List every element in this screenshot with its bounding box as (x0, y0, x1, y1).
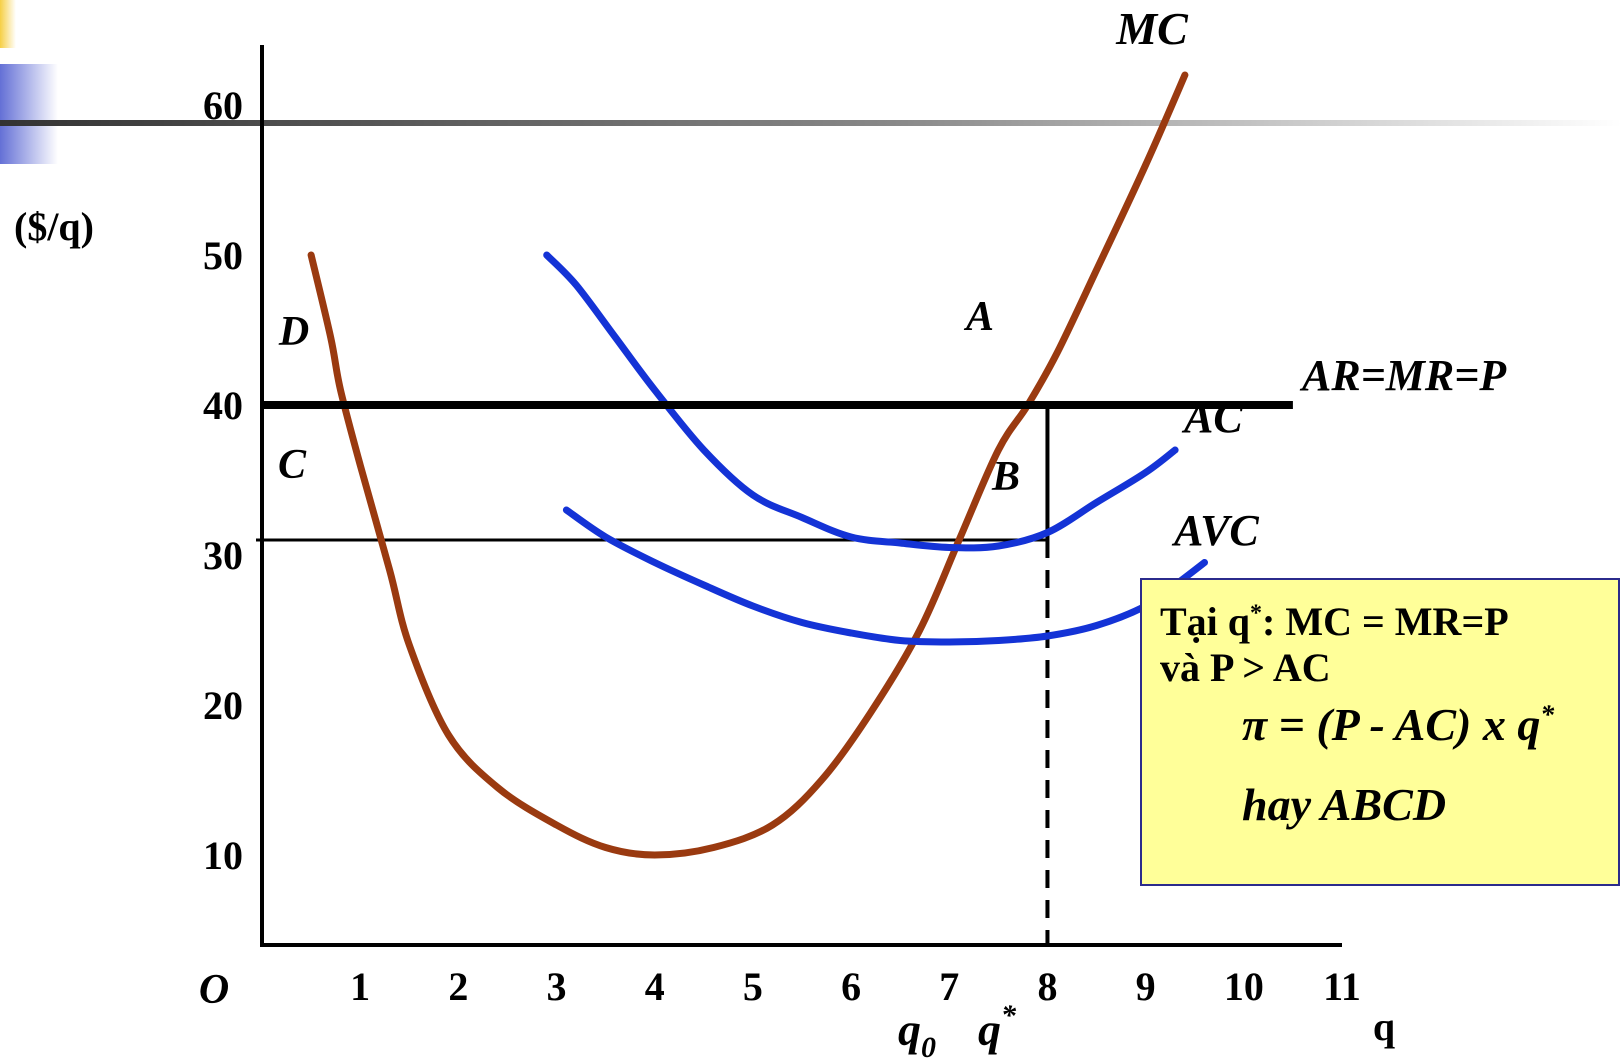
tick-labels: 10 20 30 40 50 60 1 2 3 4 5 6 7 8 9 10 11 O ($/q) q q0 q* (14, 83, 1395, 1060)
point-b-label: B (991, 454, 1020, 500)
mc-curve (307, 71, 1189, 859)
ac-label: AC (1181, 393, 1243, 442)
x-tick-label: 9 (1136, 964, 1156, 1009)
header-block-yellow (0, 0, 16, 48)
point-d-label: D (278, 309, 309, 355)
price-line-label: AR=MR=P (1299, 351, 1507, 400)
y-tick-label: 20 (203, 683, 243, 728)
x-tick-label: 2 (448, 964, 468, 1009)
point-c-label: C (278, 442, 307, 488)
condition-line-1: Tại q*: MC = MR=P (1160, 599, 1509, 644)
point-a-label: A (963, 294, 994, 340)
origin-label: O (199, 967, 229, 1013)
guide-lines (256, 405, 1050, 945)
y-tick-label: 10 (203, 833, 243, 878)
x-tick-label: 6 (841, 964, 861, 1009)
x-axis-label: q (1373, 1004, 1395, 1049)
condition-line-2: và P > AC (1160, 645, 1331, 690)
y-tick-label: 50 (203, 233, 243, 278)
y-tick-label: 40 (203, 383, 243, 428)
x-tick-label: 1 (350, 964, 370, 1009)
y-tick-label: 30 (203, 533, 243, 578)
y-tick-label: 60 (203, 83, 243, 128)
profit-formula: π = (P - AC) x q* (1242, 698, 1555, 750)
q0-label: q0 (898, 1004, 936, 1060)
x-tick-label: 8 (1037, 964, 1057, 1009)
q0-subscript: 0 (921, 1031, 936, 1060)
condition-box: Tại q*: MC = MR=P và P > AC π = (P - AC)… (1140, 578, 1620, 886)
header-block-blue (0, 64, 58, 164)
ac-curve (543, 251, 1179, 552)
curve-labels: MC A B C D AR=MR=P AC AVC (278, 3, 1507, 555)
x-tick-label: 3 (547, 964, 567, 1009)
y-axis-label: ($/q) (14, 204, 94, 249)
qstar-label: q* (978, 999, 1017, 1055)
axes (260, 45, 1342, 947)
x-tick-label: 5 (743, 964, 763, 1009)
x-tick-label: 4 (645, 964, 665, 1009)
qstar-superscript: * (1001, 999, 1017, 1032)
x-tick-label: 7 (939, 964, 959, 1009)
cost-curves (262, 71, 1293, 859)
x-tick-label: 11 (1323, 964, 1361, 1009)
avc-label: AVC (1171, 506, 1259, 555)
profit-area-label: hay ABCD (1242, 779, 1447, 830)
mc-label: MC (1115, 3, 1189, 54)
header-rule (0, 120, 1622, 126)
avc-curve (562, 506, 1208, 646)
x-tick-label: 10 (1224, 964, 1264, 1009)
